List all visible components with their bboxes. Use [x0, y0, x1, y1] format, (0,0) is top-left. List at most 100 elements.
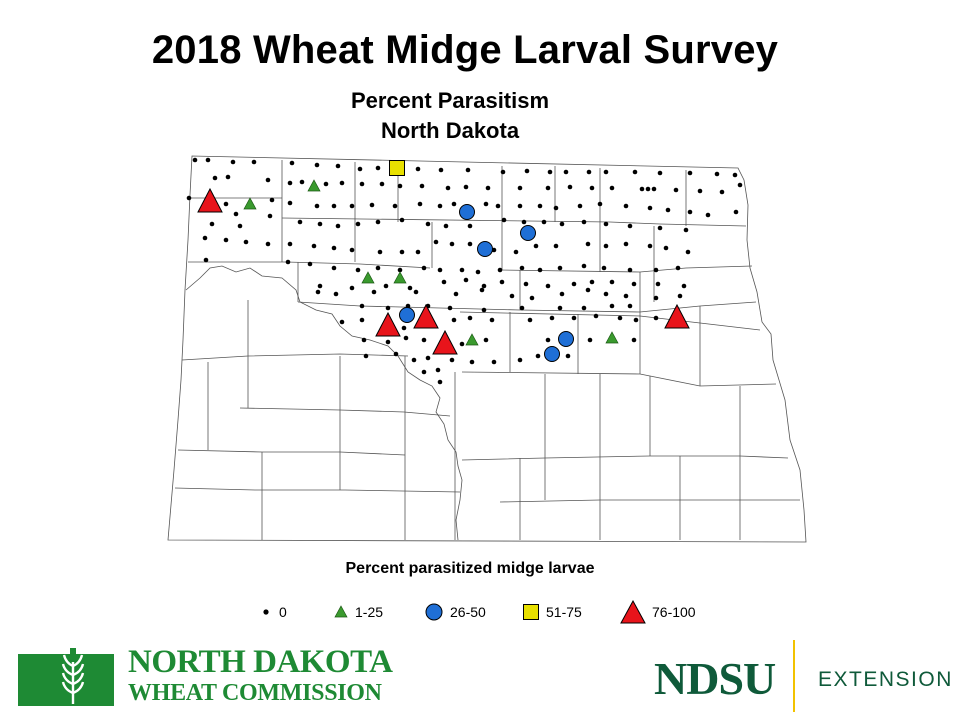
site-marker-zero [339, 180, 345, 186]
site-marker-zero [631, 281, 637, 287]
site-marker-zero [186, 195, 192, 201]
site-marker-zero [529, 295, 535, 301]
legend-item-0: 0 [259, 598, 287, 626]
site-marker-zero [517, 203, 523, 209]
site-marker-zero [421, 265, 427, 271]
site-marker-zero [393, 351, 399, 357]
site-marker-zero [687, 209, 693, 215]
site-marker-zero [581, 219, 587, 225]
site-marker-zero [233, 211, 239, 217]
site-marker-zero [681, 283, 687, 289]
site-marker-zero [645, 186, 651, 192]
site-marker-zero [463, 277, 469, 283]
site-marker-zero [289, 160, 295, 166]
site-marker-zero [357, 166, 363, 172]
site-marker-26-50 [477, 241, 493, 257]
site-marker-zero [627, 303, 633, 309]
site-marker-zero [609, 185, 615, 191]
site-marker-zero [383, 283, 389, 289]
site-marker-zero [565, 353, 571, 359]
site-marker-zero [547, 169, 553, 175]
site-marker-zero [737, 182, 743, 188]
site-marker-zero [407, 285, 413, 291]
site-marker-zero [623, 241, 629, 247]
site-marker-zero [683, 227, 689, 233]
site-marker-zero [314, 203, 320, 209]
site-marker-zero [673, 187, 679, 193]
map-region-name: North Dakota [380, 118, 520, 143]
site-marker-zero [359, 303, 365, 309]
site-marker-zero [331, 203, 337, 209]
county-boundaries [167, 155, 807, 543]
site-marker-zero [397, 183, 403, 189]
site-marker-zero [545, 185, 551, 191]
site-marker-zero [230, 159, 236, 165]
site-marker-zero [379, 181, 385, 187]
site-marker-zero [465, 167, 471, 173]
site-marker-zero [225, 174, 231, 180]
site-marker-zero [355, 267, 361, 273]
site-marker-zero [585, 241, 591, 247]
site-marker-zero [631, 337, 637, 343]
site-marker-zero [719, 189, 725, 195]
site-marker-zero [449, 241, 455, 247]
site-marker-zero [489, 317, 495, 323]
site-marker-zero [587, 337, 593, 343]
site-marker-zero [657, 170, 663, 176]
site-marker-zero [467, 315, 473, 321]
site-marker-zero [545, 283, 551, 289]
site-marker-zero [459, 341, 465, 347]
site-marker-zero [535, 353, 541, 359]
page-title: 2018 Wheat Midge Larval Survey [151, 28, 779, 72]
site-marker-zero [675, 265, 681, 271]
site-marker-zero [733, 209, 739, 215]
site-marker-zero [237, 223, 243, 229]
site-marker-zero [585, 287, 591, 293]
site-marker-zero [287, 180, 293, 186]
site-marker-zero [375, 165, 381, 171]
logo-line-2: WHEAT COMMISSION [128, 680, 382, 706]
legend-title: Percent parasitized midge larvae [345, 560, 595, 577]
site-marker-zero [639, 186, 645, 192]
site-marker-zero [481, 283, 487, 289]
site-marker-26-50 [399, 307, 415, 323]
site-marker-zero [685, 249, 691, 255]
site-marker-zero [481, 307, 487, 313]
red-triangle-icon [620, 600, 646, 624]
site-marker-zero [491, 359, 497, 365]
site-marker-zero [589, 279, 595, 285]
site-marker-zero [545, 337, 551, 343]
site-marker-zero [609, 303, 615, 309]
logo-divider [793, 640, 795, 712]
site-marker-zero [267, 213, 273, 219]
site-marker-zero [299, 179, 305, 185]
site-marker-zero [509, 293, 515, 299]
site-marker-zero [663, 245, 669, 251]
site-marker-zero [524, 168, 530, 174]
site-marker-zero [349, 203, 355, 209]
site-marker-zero [443, 223, 449, 229]
site-marker-zero [209, 221, 215, 227]
site-marker-zero [438, 167, 444, 173]
site-marker-76-100 [413, 303, 439, 329]
site-marker-zero [467, 241, 473, 247]
site-marker-zero [445, 185, 451, 191]
site-marker-zero [425, 355, 431, 361]
site-marker-zero [363, 353, 369, 359]
site-marker-zero [401, 325, 407, 331]
site-marker-zero [285, 259, 291, 265]
site-marker-zero [287, 241, 293, 247]
site-marker-zero [647, 243, 653, 249]
site-marker-1-25 [243, 197, 257, 210]
site-marker-zero [467, 223, 473, 229]
site-marker-zero [589, 185, 595, 191]
site-marker-zero [451, 201, 457, 207]
nd-wheat-commission-logo: NORTH DAKOTA WHEAT COMMISSION [16, 640, 393, 712]
site-marker-zero [655, 281, 661, 287]
site-marker-zero [415, 249, 421, 255]
site-marker-zero [449, 357, 455, 363]
site-marker-zero [541, 219, 547, 225]
site-marker-zero [517, 357, 523, 363]
site-marker-zero [559, 291, 565, 297]
site-marker-zero [497, 267, 503, 273]
